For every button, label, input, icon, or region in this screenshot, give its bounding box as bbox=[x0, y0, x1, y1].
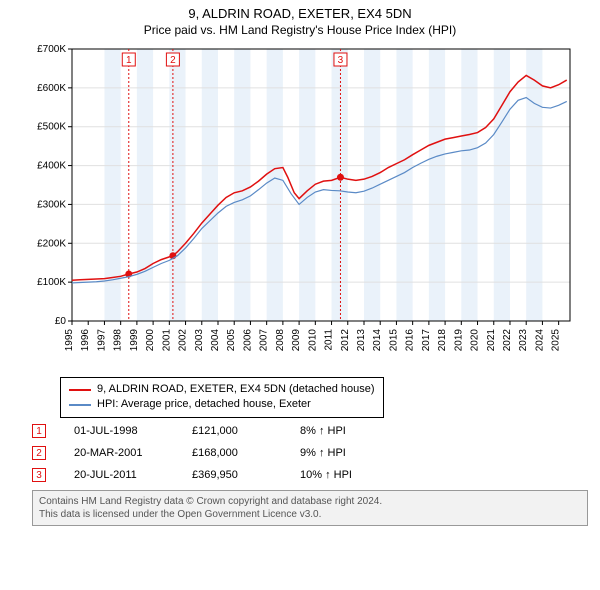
svg-text:3: 3 bbox=[338, 55, 344, 66]
svg-text:2017: 2017 bbox=[421, 329, 432, 352]
transaction-price: £121,000 bbox=[192, 425, 272, 437]
transaction-badge: 2 bbox=[32, 446, 46, 460]
svg-text:2010: 2010 bbox=[307, 329, 318, 352]
transaction-price: £369,950 bbox=[192, 469, 272, 481]
svg-text:2019: 2019 bbox=[453, 329, 464, 352]
transaction-row: 1 01-JUL-1998 £121,000 8% ↑ HPI bbox=[32, 424, 588, 438]
svg-text:1996: 1996 bbox=[80, 329, 91, 352]
footer-line: Contains HM Land Registry data © Crown c… bbox=[39, 495, 581, 508]
svg-text:2006: 2006 bbox=[242, 329, 253, 352]
svg-text:2022: 2022 bbox=[502, 329, 513, 352]
svg-text:2007: 2007 bbox=[259, 329, 270, 352]
svg-text:£500K: £500K bbox=[37, 122, 66, 133]
legend-item: HPI: Average price, detached house, Exet… bbox=[69, 397, 375, 412]
svg-text:2012: 2012 bbox=[340, 329, 351, 352]
transactions-table: 1 01-JUL-1998 £121,000 8% ↑ HPI 2 20-MAR… bbox=[32, 424, 588, 482]
svg-text:1: 1 bbox=[126, 55, 132, 66]
svg-text:2018: 2018 bbox=[437, 329, 448, 352]
svg-text:£600K: £600K bbox=[37, 83, 66, 94]
svg-text:2014: 2014 bbox=[372, 329, 383, 352]
svg-text:2016: 2016 bbox=[405, 329, 416, 352]
svg-text:2002: 2002 bbox=[178, 329, 189, 352]
svg-text:2009: 2009 bbox=[291, 329, 302, 352]
svg-text:2015: 2015 bbox=[388, 329, 399, 352]
svg-text:1997: 1997 bbox=[96, 329, 107, 352]
svg-text:2011: 2011 bbox=[324, 329, 335, 351]
svg-text:2004: 2004 bbox=[210, 329, 221, 352]
transaction-price: £168,000 bbox=[192, 447, 272, 459]
chart-subtitle: Price paid vs. HM Land Registry's House … bbox=[0, 21, 600, 41]
footer-line: This data is licensed under the Open Gov… bbox=[39, 508, 581, 521]
svg-text:£300K: £300K bbox=[37, 199, 66, 210]
svg-text:2013: 2013 bbox=[356, 329, 367, 352]
svg-text:£200K: £200K bbox=[37, 238, 66, 249]
chart-container: 9, ALDRIN ROAD, EXETER, EX4 5DN Price pa… bbox=[0, 0, 600, 526]
svg-text:2005: 2005 bbox=[226, 329, 237, 352]
svg-text:£400K: £400K bbox=[37, 161, 66, 172]
price-chart: £0 £100K £200K £300K £400K £500K £600K £700K 199… bbox=[20, 41, 580, 371]
legend-swatch bbox=[69, 389, 91, 391]
svg-text:1998: 1998 bbox=[113, 329, 124, 352]
svg-text:2003: 2003 bbox=[194, 329, 205, 352]
legend-label: 9, ALDRIN ROAD, EXETER, EX4 5DN (detache… bbox=[97, 382, 375, 397]
transaction-date: 01-JUL-1998 bbox=[74, 425, 164, 437]
transaction-badge: 3 bbox=[32, 468, 46, 482]
svg-text:1999: 1999 bbox=[129, 329, 140, 352]
transaction-row: 3 20-JUL-2011 £369,950 10% ↑ HPI bbox=[32, 468, 588, 482]
svg-text:2023: 2023 bbox=[518, 329, 529, 352]
svg-text:£0: £0 bbox=[55, 316, 67, 327]
legend: 9, ALDRIN ROAD, EXETER, EX4 5DN (detache… bbox=[60, 377, 384, 418]
svg-text:2024: 2024 bbox=[534, 329, 545, 352]
transaction-date: 20-MAR-2001 bbox=[74, 447, 164, 459]
svg-text:£700K: £700K bbox=[37, 44, 66, 55]
transaction-badge: 1 bbox=[32, 424, 46, 438]
svg-text:2021: 2021 bbox=[486, 329, 497, 352]
transaction-vs-hpi: 9% ↑ HPI bbox=[300, 447, 390, 459]
svg-text:£100K: £100K bbox=[37, 277, 66, 288]
attribution-footer: Contains HM Land Registry data © Crown c… bbox=[32, 490, 588, 526]
legend-label: HPI: Average price, detached house, Exet… bbox=[97, 397, 311, 412]
chart-title: 9, ALDRIN ROAD, EXETER, EX4 5DN bbox=[0, 0, 600, 21]
transaction-row: 2 20-MAR-2001 £168,000 9% ↑ HPI bbox=[32, 446, 588, 460]
legend-item: 9, ALDRIN ROAD, EXETER, EX4 5DN (detache… bbox=[69, 382, 375, 397]
svg-text:2000: 2000 bbox=[145, 329, 156, 352]
svg-text:2020: 2020 bbox=[470, 329, 481, 352]
svg-text:2001: 2001 bbox=[161, 329, 172, 352]
svg-text:2008: 2008 bbox=[275, 329, 286, 352]
svg-text:1995: 1995 bbox=[64, 329, 75, 352]
transaction-vs-hpi: 8% ↑ HPI bbox=[300, 425, 390, 437]
svg-text:2: 2 bbox=[170, 55, 176, 66]
svg-text:2025: 2025 bbox=[551, 329, 562, 352]
transaction-vs-hpi: 10% ↑ HPI bbox=[300, 469, 390, 481]
transaction-date: 20-JUL-2011 bbox=[74, 469, 164, 481]
legend-swatch bbox=[69, 404, 91, 406]
